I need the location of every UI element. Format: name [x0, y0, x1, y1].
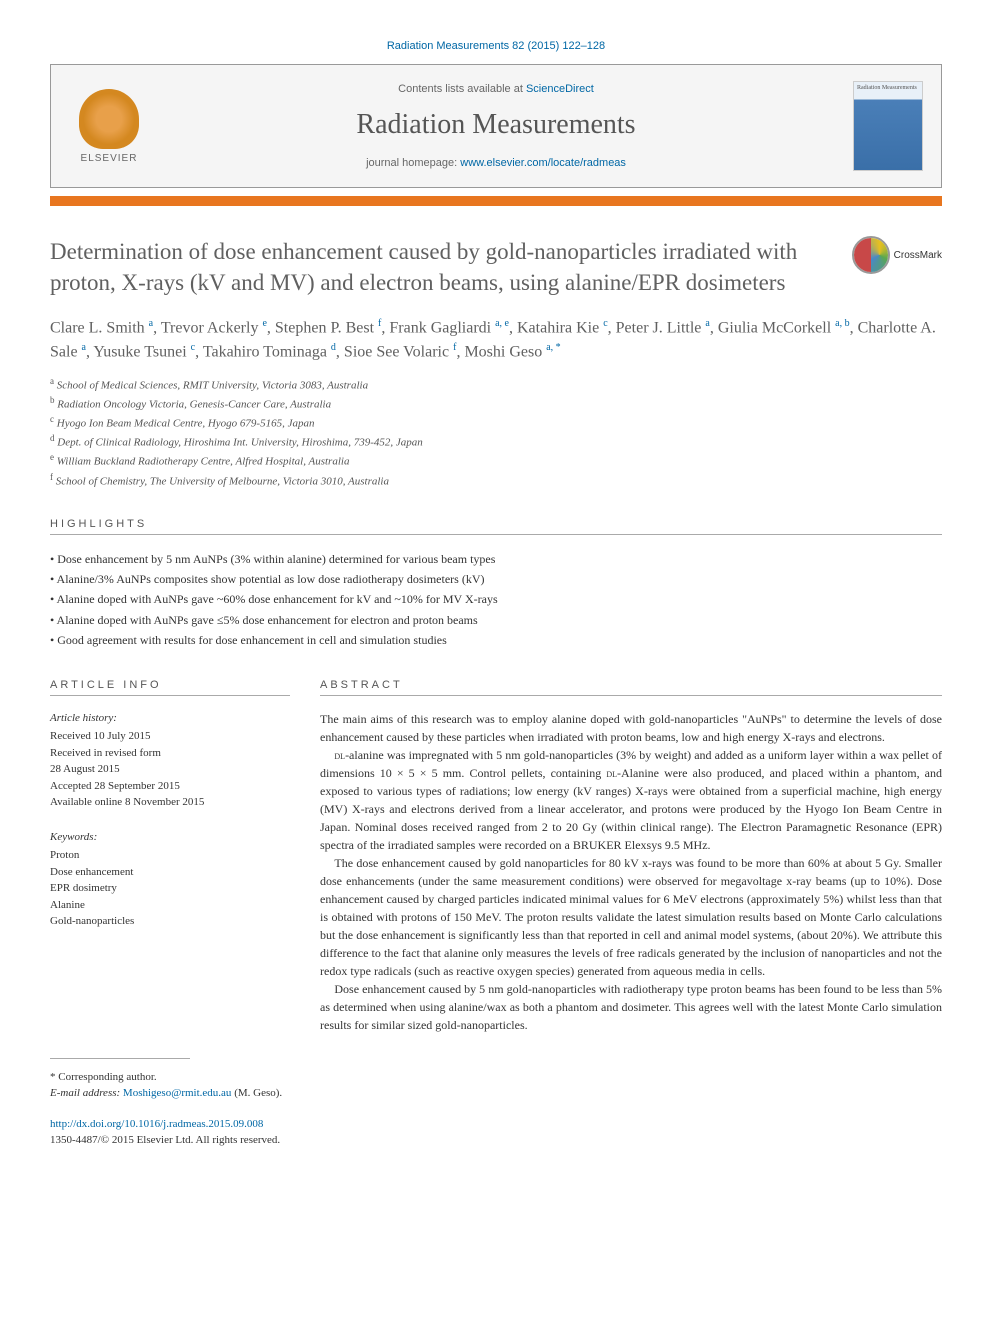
affiliation-line: c Hyogo Ion Beam Medical Centre, Hyogo 6… [50, 413, 942, 432]
affiliation-line: f School of Chemistry, The University of… [50, 471, 942, 490]
highlight-item: Alanine/3% AuNPs composites show potenti… [50, 569, 942, 589]
journal-homepage: journal homepage: www.elsevier.com/locat… [191, 157, 801, 169]
keyword-item: Dose enhancement [50, 864, 290, 881]
divider-bar [50, 196, 942, 206]
highlight-item: Dose enhancement by 5 nm AuNPs (3% withi… [50, 549, 942, 569]
doi-block: http://dx.doi.org/10.1016/j.radmeas.2015… [50, 1116, 942, 1149]
abstract-paragraph: The dose enhancement caused by gold nano… [320, 854, 942, 980]
article-history: Article history: Received 10 July 2015Re… [50, 710, 290, 811]
history-line: Available online 8 November 2015 [50, 794, 290, 811]
corr-name: (M. Geso). [234, 1087, 282, 1099]
history-line: 28 August 2015 [50, 761, 290, 778]
corr-star: * [50, 1071, 56, 1083]
email-label: E-mail address: [50, 1087, 120, 1099]
highlight-item: Good agreement with results for dose enh… [50, 630, 942, 650]
keyword-item: Proton [50, 847, 290, 864]
corresponding-author: * Corresponding author. E-mail address: … [50, 1069, 942, 1102]
article-title: Determination of dose enhancement caused… [50, 236, 832, 298]
keyword-item: Alanine [50, 897, 290, 914]
citation: Radiation Measurements 82 (2015) 122–128 [50, 40, 942, 52]
crossmark-icon [852, 236, 890, 274]
highlights-rule [50, 534, 942, 535]
homepage-link[interactable]: www.elsevier.com/locate/radmeas [460, 157, 626, 169]
abstract-label: ABSTRACT [320, 679, 942, 691]
journal-header: ELSEVIER Contents lists available at Sci… [50, 64, 942, 188]
abstract-paragraph: Dose enhancement caused by 5 nm gold-nan… [320, 980, 942, 1034]
doi-link[interactable]: http://dx.doi.org/10.1016/j.radmeas.2015… [50, 1118, 263, 1130]
contents-prefix: Contents lists available at [398, 83, 526, 95]
abstract-text: The main aims of this research was to em… [320, 710, 942, 1034]
contents-available: Contents lists available at ScienceDirec… [191, 83, 801, 95]
homepage-prefix: journal homepage: [366, 157, 460, 169]
keyword-item: EPR dosimetry [50, 880, 290, 897]
history-line: Received 10 July 2015 [50, 728, 290, 745]
footer-separator [50, 1058, 190, 1059]
abstract-rule [320, 695, 942, 696]
crossmark-badge[interactable]: CrossMark [852, 236, 942, 274]
article-info-label: ARTICLE INFO [50, 679, 290, 691]
history-line: Accepted 28 September 2015 [50, 778, 290, 795]
authors-list: Clare L. Smith a, Trevor Ackerly e, Step… [50, 316, 942, 365]
journal-name: Radiation Measurements [191, 109, 801, 141]
sciencedirect-link[interactable]: ScienceDirect [526, 83, 594, 95]
issn-copyright: 1350-4487/© 2015 Elsevier Ltd. All right… [50, 1134, 280, 1146]
highlights-list: Dose enhancement by 5 nm AuNPs (3% withi… [50, 549, 942, 651]
affiliations-list: a School of Medical Sciences, RMIT Unive… [50, 375, 942, 490]
crossmark-label: CrossMark [894, 250, 942, 261]
affiliation-line: a School of Medical Sciences, RMIT Unive… [50, 375, 942, 394]
keywords-head: Keywords: [50, 829, 290, 846]
abstract-paragraph: dl-alanine was impregnated with 5 nm gol… [320, 746, 942, 854]
article-info-rule [50, 695, 290, 696]
abstract-paragraph: The main aims of this research was to em… [320, 710, 942, 746]
keyword-item: Gold-nanoparticles [50, 913, 290, 930]
publisher-name: ELSEVIER [81, 153, 138, 164]
corr-email-link[interactable]: Moshigeso@rmit.edu.au [123, 1087, 232, 1099]
highlight-item: Alanine doped with AuNPs gave ≤5% dose e… [50, 610, 942, 630]
highlight-item: Alanine doped with AuNPs gave ~60% dose … [50, 589, 942, 609]
affiliation-line: b Radiation Oncology Victoria, Genesis-C… [50, 394, 942, 413]
highlights-label: HIGHLIGHTS [50, 518, 942, 530]
keywords-block: Keywords: ProtonDose enhancementEPR dosi… [50, 829, 290, 930]
publisher-logo: ELSEVIER [69, 81, 149, 171]
affiliation-line: e William Buckland Radiotherapy Centre, … [50, 451, 942, 470]
corr-label: Corresponding author. [58, 1071, 156, 1083]
history-head: Article history: [50, 710, 290, 727]
journal-cover-thumbnail: Radiation Measurements [853, 81, 923, 171]
history-line: Received in revised form [50, 745, 290, 762]
elsevier-tree-icon [79, 89, 139, 149]
affiliation-line: d Dept. of Clinical Radiology, Hiroshima… [50, 432, 942, 451]
